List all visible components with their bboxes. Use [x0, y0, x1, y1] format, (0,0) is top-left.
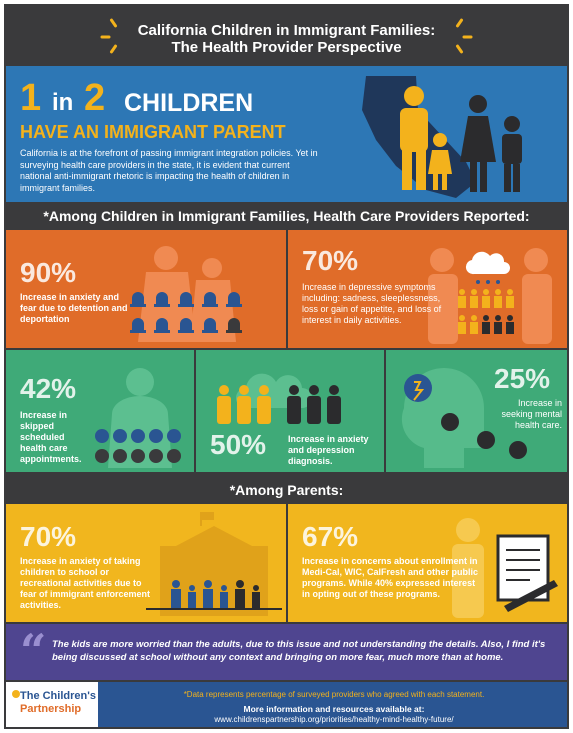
hero-children: CHILDREN: [124, 89, 254, 117]
stat-percent: 90%: [20, 257, 77, 288]
doctor-illustration: [95, 368, 181, 468]
hero-number-1: 1: [20, 77, 42, 119]
logo-line-2: Partnership: [20, 703, 82, 715]
stat-card-67: 67% Increase in concerns about enrollmen…: [288, 504, 567, 622]
title-line-2: The Health Provider Perspective: [171, 39, 402, 56]
stat-percent: 42%: [20, 373, 77, 404]
hero-in: in: [52, 89, 74, 116]
stat-description: Increase in skipped scheduled health car…: [20, 410, 82, 464]
form-illustration: [452, 518, 558, 618]
sad-face-icons: [95, 429, 181, 463]
stat-card-42: 42% Increase in skipped scheduled health…: [6, 350, 194, 472]
stat-card-90: 90% Increase in anxiety and fear due to …: [6, 230, 286, 348]
page-title: California Children in Immigrant Familie…: [4, 22, 569, 56]
people-grid-icons: [458, 289, 514, 334]
section-heading-parents: *Among Parents:: [229, 482, 344, 498]
header: California Children in Immigrant Familie…: [4, 4, 569, 64]
mother-icon: [469, 95, 487, 113]
head-icon: [477, 431, 495, 449]
cloud-icon: [465, 251, 510, 275]
quote-mark-icon: “: [20, 624, 47, 678]
hero-number-2: 2: [84, 77, 106, 119]
sun-logo-icon: [12, 690, 20, 698]
parents-children-icons: [171, 580, 228, 609]
head-icon: [509, 441, 527, 459]
mental-health-illustration: [401, 368, 527, 468]
hero-subtitle: HAVE AN IMMIGRANT PARENT: [20, 122, 286, 142]
child-icon: [433, 133, 447, 147]
quote-text: The kids are more worried than the adult…: [52, 639, 546, 663]
siren-icons: [130, 292, 242, 333]
california-family-illustration: [362, 76, 522, 198]
siren-illustration: [130, 246, 242, 342]
stat-description: Increase in concerns about enrollment in…: [302, 556, 479, 599]
stat-card-25: 25% Increase in seeking mental health ca…: [386, 350, 567, 472]
footer: [6, 682, 567, 727]
stat-description: Increase in depressive symptoms includin…: [302, 282, 442, 325]
school-illustration: [146, 512, 282, 616]
document-icon: [496, 534, 550, 602]
stat-percent: 67%: [302, 521, 359, 552]
stat-card-70-children: 70% Increase in depressive symptoms incl…: [288, 230, 567, 348]
quote-block: “ The kids are more worried than the adu…: [6, 624, 567, 680]
title-line-1: California Children in Immigrant Familie…: [137, 22, 436, 39]
hero-body: California is at the forefront of passin…: [20, 148, 318, 193]
pen-icon: [504, 580, 558, 612]
stat-percent: 70%: [20, 521, 77, 552]
people-icons: [287, 385, 341, 424]
hero-section: 1 in 2 CHILDREN HAVE AN IMMIGRANT PARENT…: [6, 66, 567, 202]
stat-description: Increase in anxiety of taking children t…: [20, 556, 151, 610]
stat-percent: 50%: [210, 429, 267, 460]
logo: The Children's Partnership: [6, 682, 98, 727]
stat-percent: 70%: [302, 245, 359, 276]
stat-description: Increase in seeking mental health care.: [501, 398, 562, 430]
section-heading-children: *Among Children in Immigrant Families, H…: [43, 208, 530, 224]
more-info-text: More information and resources available…: [243, 704, 425, 714]
anxious-people-icons: [217, 385, 271, 424]
father-icon: [404, 86, 424, 106]
stat-percent: 25%: [494, 363, 551, 394]
logo-line-1: The Children's: [20, 690, 96, 702]
depression-illustration: [428, 248, 552, 344]
stat-description: Increase in anxiety and fear due to dete…: [20, 292, 128, 324]
head-icon: [441, 413, 459, 431]
school-icon: [176, 526, 252, 546]
child-icon: [504, 116, 520, 132]
resource-link[interactable]: www.childrenspartnership.org/priorities/…: [214, 715, 454, 724]
lightning-icon: [413, 381, 425, 401]
rain-icon: [476, 280, 500, 284]
stat-description: Increase in anxiety and depression diagn…: [288, 434, 369, 466]
stat-card-50: 50% Increase in anxiety and depression d…: [196, 350, 384, 472]
people-illustration: [217, 373, 341, 424]
infographic: California Children in Immigrant Familie…: [4, 4, 569, 729]
stat-card-70-parents: 70% Increase in anxiety of taking childr…: [6, 504, 286, 622]
footnote: *Data represents percentage of surveyed …: [183, 690, 485, 699]
